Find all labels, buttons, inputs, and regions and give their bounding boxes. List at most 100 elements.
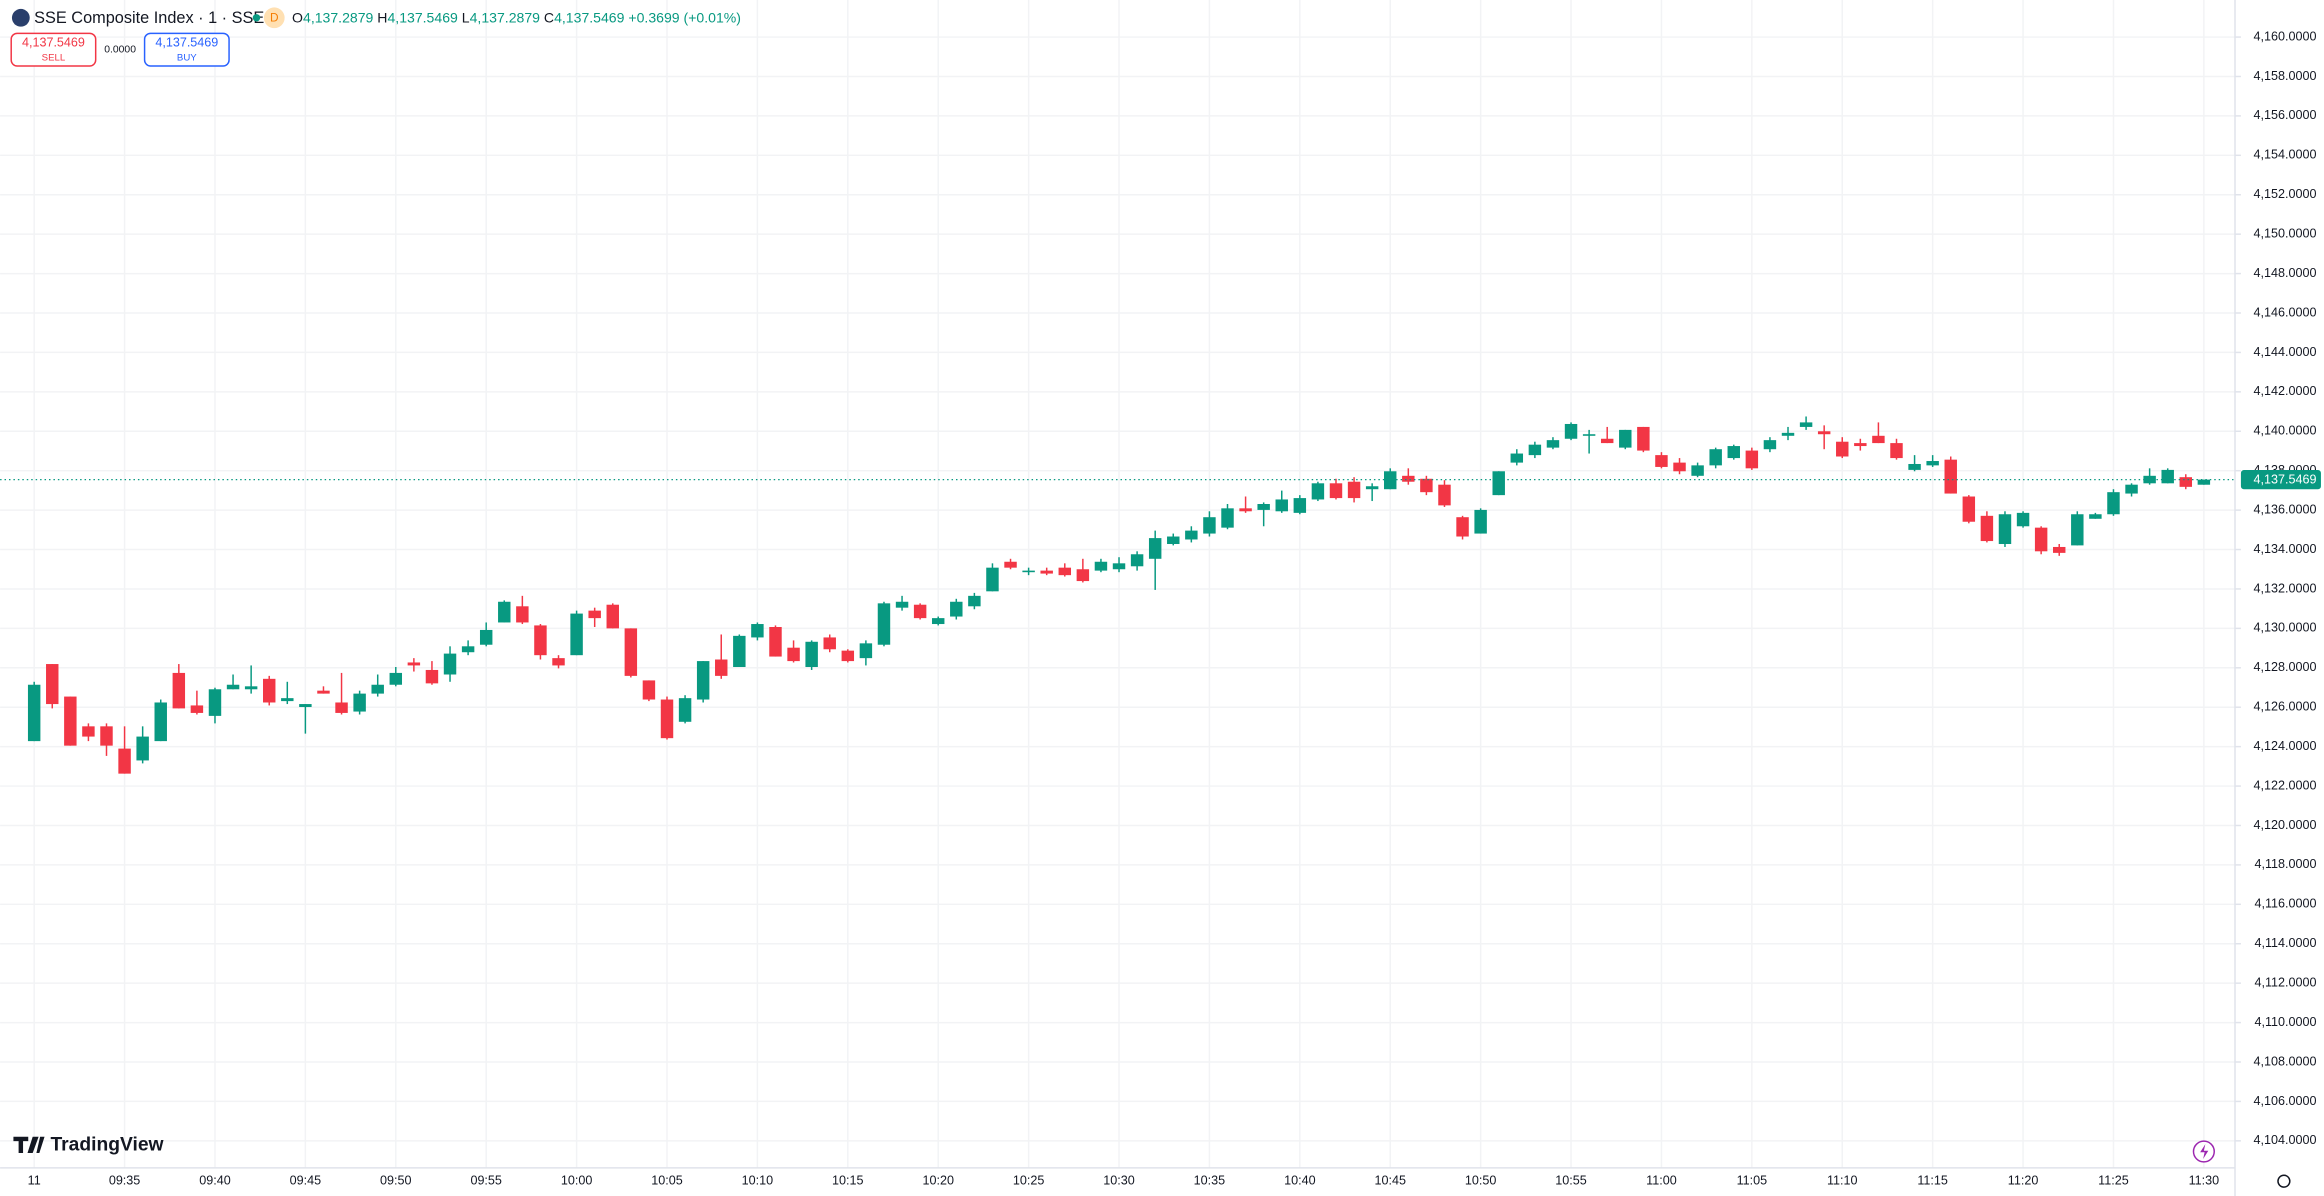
y-tick-label: 4,114.0000 bbox=[2254, 936, 2316, 950]
candle-body bbox=[64, 696, 77, 746]
badge-bg bbox=[263, 7, 285, 29]
candle-body bbox=[1076, 569, 1090, 582]
y-tick-label: 4,106.0000 bbox=[2254, 1094, 2317, 1108]
candle-body bbox=[660, 699, 674, 739]
candle-body bbox=[1836, 441, 1849, 457]
x-tick-label: 11:25 bbox=[2098, 1174, 2129, 1188]
candle-body bbox=[2071, 514, 2084, 546]
x-tick-label: 10:50 bbox=[1465, 1174, 1496, 1188]
y-tick-label: 4,148.0000 bbox=[2254, 266, 2317, 280]
candle-body bbox=[2143, 475, 2156, 484]
candle-body bbox=[769, 626, 782, 657]
candle-body bbox=[1384, 471, 1397, 490]
candle-body bbox=[335, 702, 348, 713]
ohlc-key: O bbox=[292, 9, 303, 25]
candle-body bbox=[2034, 527, 2048, 552]
ohlc-value: 4,137.5469 bbox=[387, 9, 458, 25]
y-tick-label: 4,104.0000 bbox=[2254, 1133, 2317, 1147]
candle-body bbox=[913, 604, 927, 619]
x-tick-label: 10:15 bbox=[832, 1174, 863, 1188]
candle-body bbox=[281, 698, 294, 702]
candle-body bbox=[1004, 561, 1017, 568]
candle-body bbox=[823, 637, 836, 650]
candle-body bbox=[1167, 536, 1180, 545]
candle-body bbox=[1311, 483, 1325, 500]
candle-body bbox=[1528, 444, 1542, 456]
y-tick-label: 4,134.0000 bbox=[2254, 542, 2317, 556]
ohlc-key: H bbox=[377, 9, 387, 25]
last-price-tag bbox=[2240, 469, 2321, 490]
ohlc-value: 4,137.5469 bbox=[554, 9, 625, 25]
y-tick-label: 4,132.0000 bbox=[2254, 581, 2317, 595]
candle-body bbox=[2179, 477, 2193, 487]
candle-body bbox=[2107, 492, 2120, 515]
candle-body bbox=[100, 726, 113, 746]
x-tick-label: 09:40 bbox=[199, 1174, 230, 1188]
y-tick-label: 4,146.0000 bbox=[2254, 305, 2317, 319]
x-tick-label: 10:00 bbox=[561, 1174, 592, 1188]
candle-body bbox=[1817, 431, 1831, 435]
y-tick-label: 4,126.0000 bbox=[2254, 700, 2317, 714]
candle-body bbox=[1763, 440, 1777, 450]
candle-body bbox=[570, 613, 583, 656]
candle-body bbox=[118, 748, 131, 774]
y-tick-label: 4,118.0000 bbox=[2254, 857, 2316, 871]
candle-body bbox=[1546, 440, 1560, 448]
candle-body bbox=[1257, 503, 1270, 510]
y-tick-label: 4,124.0000 bbox=[2254, 739, 2317, 753]
candle-body bbox=[299, 704, 312, 708]
y-tick-label: 4,150.0000 bbox=[2254, 226, 2317, 240]
symbol-title[interactable]: SSE Composite Index · 1 · SSE bbox=[34, 9, 264, 27]
candle-body bbox=[136, 736, 149, 761]
candle-body bbox=[479, 629, 493, 645]
ohlc-readout: O4,137.2879 H4,137.5469 L4,137.2879 C4,1… bbox=[292, 9, 741, 25]
ohlc-value: 4,137.2879 bbox=[470, 9, 541, 25]
candle-body bbox=[2016, 512, 2030, 527]
candle-body bbox=[1980, 515, 1994, 542]
candle-body bbox=[2161, 469, 2174, 484]
x-tick-label: 10:55 bbox=[1555, 1174, 1586, 1188]
candle-body bbox=[931, 618, 945, 625]
candle-body bbox=[443, 653, 457, 675]
x-tick-label: 10:05 bbox=[651, 1174, 682, 1188]
candle-body bbox=[2197, 479, 2211, 485]
candle-body bbox=[1998, 514, 2012, 545]
sell-label: SELL bbox=[42, 52, 66, 63]
candle-body bbox=[1058, 567, 1072, 576]
candle-body bbox=[1239, 508, 1252, 512]
candle-body bbox=[226, 684, 240, 690]
candle-body bbox=[317, 690, 330, 694]
brand-name: TradingView bbox=[50, 1135, 164, 1156]
candle-body bbox=[1799, 422, 1813, 427]
x-tick-label: 10:30 bbox=[1103, 1174, 1134, 1188]
candle-body bbox=[1456, 517, 1469, 537]
sell-price: 4,137.5469 bbox=[22, 35, 85, 49]
candle-body bbox=[1908, 463, 1921, 470]
candle-body bbox=[1275, 499, 1288, 512]
candle-body bbox=[1781, 432, 1795, 436]
candle-body bbox=[1727, 446, 1740, 459]
candle-body bbox=[407, 662, 421, 666]
candle-body bbox=[588, 610, 601, 619]
candle-body bbox=[389, 672, 403, 685]
x-tick-label: 10:10 bbox=[742, 1174, 773, 1188]
candle-body bbox=[534, 625, 547, 656]
candle-body bbox=[751, 624, 764, 638]
candle-body bbox=[1637, 426, 1650, 451]
candle-body bbox=[46, 664, 59, 705]
buy-button[interactable] bbox=[143, 32, 230, 67]
candle-body bbox=[27, 684, 41, 742]
y-tick-label: 4,156.0000 bbox=[2254, 108, 2317, 122]
candle-body bbox=[805, 641, 818, 668]
settings-icon[interactable] bbox=[2277, 1174, 2291, 1188]
candle-body bbox=[624, 628, 638, 676]
candle-body bbox=[172, 672, 186, 709]
y-tick-label: 4,144.0000 bbox=[2254, 345, 2317, 359]
y-tick-label: 4,130.0000 bbox=[2254, 621, 2317, 635]
candle-body bbox=[968, 595, 981, 607]
candle-body bbox=[1185, 530, 1198, 540]
candle-body bbox=[371, 684, 384, 694]
last-price-label: 4,137.5469 bbox=[2254, 473, 2317, 487]
candle-body bbox=[353, 693, 366, 712]
sell-button[interactable] bbox=[10, 32, 97, 67]
